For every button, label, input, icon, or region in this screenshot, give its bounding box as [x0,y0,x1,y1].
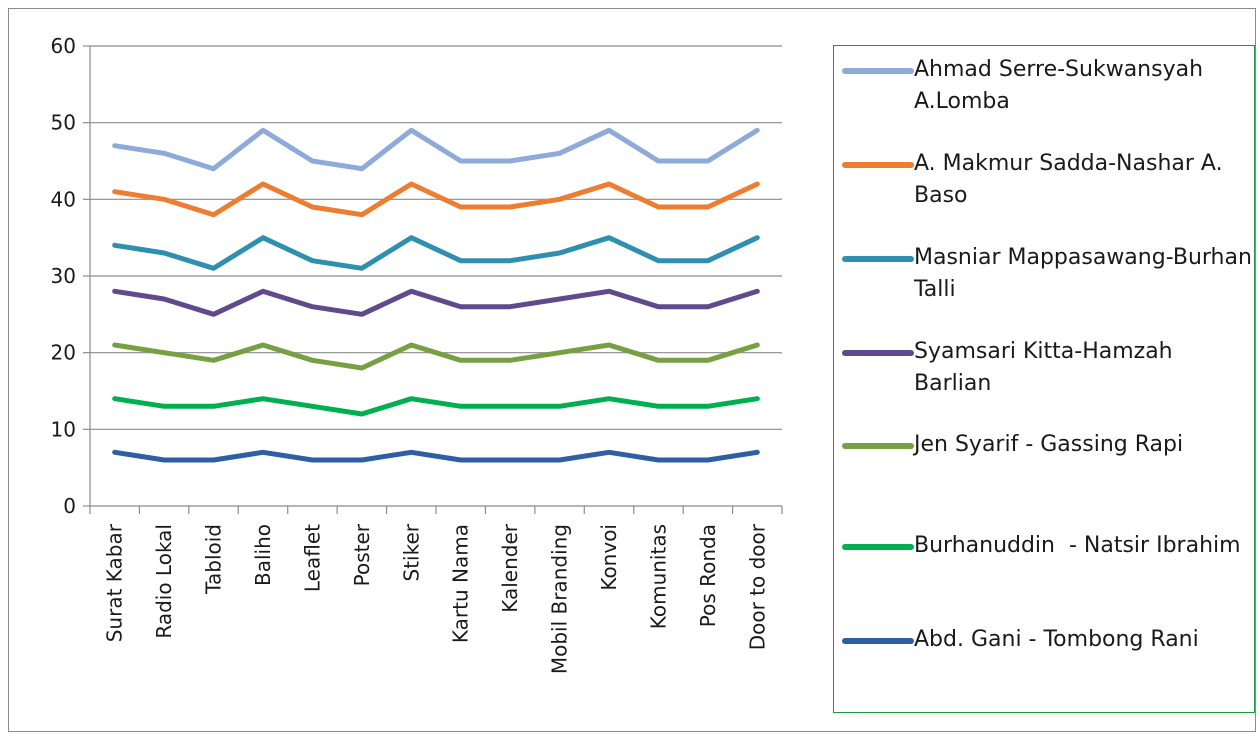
x-axis: Surat Kabar Radio Lokal Tabloid Baliho Leafl… [89,505,783,674]
legend-label: Burhanuddin - Natsir Ibrahim [914,533,1241,558]
series-line-4 [112,288,760,317]
x-tick-label: Baliho [251,524,275,586]
x-tick-label: Door to door [745,523,769,650]
line-chart: 0 10 20 30 40 50 60 Surat Kabar Radio Lokal Tabl… [51,34,783,674]
legend-swatch [842,68,914,74]
y-tick-label: 20 [51,341,76,365]
legend-item: Abd. Gani - Tombong Rani [834,624,1254,704]
legend-swatch [842,162,914,168]
x-tick-label: Konvoi [597,524,621,591]
gridlines [90,45,782,430]
legend-item: A. Makmur Sadda-Nashar A. Baso [834,148,1254,228]
legend: Ahmad Serre-Sukwansyah A.Lomba A. Makmur … [833,45,1255,713]
legend-swatch [842,544,914,550]
x-tick-label: Radio Lokal [152,524,176,639]
x-tick-label: Kalender [498,523,522,613]
y-tick-label: 60 [51,34,76,58]
legend-swatch [842,350,914,356]
x-tick-label: Mobil Branding [548,524,572,674]
y-tick-label: 40 [51,187,76,211]
x-tick-label: Leaflet [300,524,324,592]
x-tick-label: Tabloid [202,524,226,595]
legend-swatch [842,638,914,644]
x-tick-label: Pos Ronda [696,524,720,627]
y-axis: 0 10 20 30 40 50 60 [51,34,91,518]
y-tick-label: 50 [51,111,76,135]
legend-label: Ahmad Serre-Sukwansyah A.Lomba [914,57,1211,114]
legend-item: Jen Syarif - Gassing Rapi [834,429,1254,509]
series-line-7 [112,449,760,463]
legend-label: A. Makmur Sadda-Nashar A. Baso [914,151,1230,208]
y-tick-label: 0 [63,494,76,518]
series-lines [112,127,760,463]
legend-item: Ahmad Serre-Sukwansyah A.Lomba [834,54,1254,134]
x-tick-label: Komunitas [646,524,670,629]
series-line-2 [112,181,760,218]
legend-label: Syamsari Kitta-Hamzah Barlian [914,339,1180,396]
y-tick-label: 10 [51,417,76,441]
series-line-5 [112,342,760,371]
x-tick-label: Kartu Nama [449,524,473,643]
legend-label: Jen Syarif - Gassing Rapi [914,432,1184,457]
x-tick-label: Poster [350,523,374,586]
series-line-1 [112,127,760,172]
x-tick-label: Stiker [399,523,423,581]
series-line-6 [112,396,760,417]
series-line-3 [112,235,760,271]
legend-item: Syamsari Kitta-Hamzah Barlian [834,336,1254,416]
legend-swatch [842,443,914,449]
x-tick-label: Surat Kabar [103,523,127,642]
y-tick-label: 30 [51,264,76,288]
legend-label: Masniar Mappasawang-Burhan Talli [914,245,1252,302]
legend-item: Masniar Mappasawang-Burhan Talli [834,242,1254,322]
legend-item: Burhanuddin - Natsir Ibrahim [834,530,1254,610]
legend-swatch [842,256,914,262]
legend-label: Abd. Gani - Tombong Rani [914,627,1199,652]
